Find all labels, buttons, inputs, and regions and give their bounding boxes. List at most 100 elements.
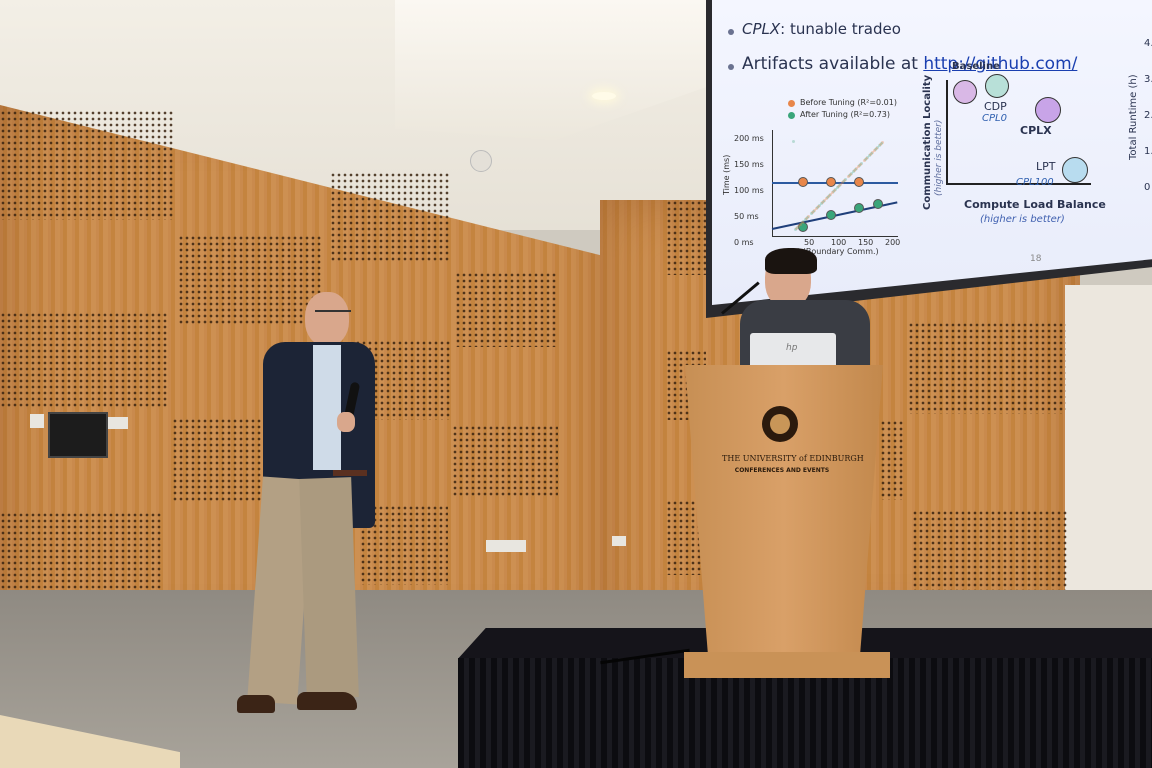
label-cdp: CDP: [984, 100, 1007, 113]
tradeoff-x-axis: [946, 183, 1091, 185]
slide-github-link: http://github.com/: [923, 54, 1078, 74]
scatter-background-point: [874, 148, 877, 151]
acoustic-panel: [666, 200, 706, 275]
right-chart-ylabel: Total Runtime (h): [1128, 74, 1139, 160]
wall-display-panel: [48, 412, 108, 458]
scatter-background-point: [825, 197, 828, 200]
scatter-background-point: [876, 146, 879, 149]
acoustic-panel: [666, 500, 701, 575]
scatter-background-point: [804, 218, 807, 221]
scatter-background-point: [842, 180, 845, 183]
scatter-background-point: [844, 178, 847, 181]
scatter-background-point: [871, 151, 874, 154]
acoustic-panel: [330, 172, 450, 262]
bullet-point-icon: [728, 64, 734, 70]
scatter-background-point: [848, 174, 851, 177]
presenter-left-hand: [337, 412, 355, 432]
scatter-plot-area: [771, 130, 900, 240]
scatter-y-tick: 100 ms: [734, 186, 764, 195]
scatter-background-point: [811, 211, 814, 214]
scatter-x-tick: 200: [885, 238, 901, 247]
bullet-point-icon: [728, 29, 734, 35]
scatter-y-tick: 0 ms: [734, 238, 754, 247]
lectern-base: [684, 652, 890, 678]
slide-bullet-artifacts: Artifacts available at http://github.com…: [742, 54, 1078, 74]
scatter-background-point: [817, 205, 820, 208]
presenter-left-head: [305, 292, 349, 346]
scatter-background-point: [828, 194, 831, 197]
tradeoff-xlabel: Compute Load Balance: [964, 198, 1106, 211]
after-tuning-point: [798, 222, 808, 232]
scatter-background-point: [870, 152, 873, 155]
wall-pillar: [1065, 285, 1152, 615]
tradeoff-ylabel: Communication Locality: [922, 74, 933, 210]
scatter-background-point: [880, 142, 883, 145]
slide-bullet-cplx: CPLX: tunable tradeo: [742, 20, 901, 38]
scatter-background-point: [815, 207, 818, 210]
wall-speaker: [470, 150, 492, 172]
right-chart-tick: 4.: [1144, 38, 1152, 49]
laptop: hp: [750, 333, 836, 367]
scatter-background-point: [864, 158, 867, 161]
scatter-background-point: [837, 185, 840, 188]
ceiling-downlight: [592, 92, 616, 100]
label-cpl100: CPL100: [1016, 177, 1054, 188]
scatter-background-point: [853, 169, 856, 172]
scatter-background-point: [833, 189, 836, 192]
scatter-background-point: [823, 199, 826, 202]
after-tuning-point: [826, 210, 836, 220]
scatter-x-tick: 100: [831, 238, 847, 247]
label-cplx: CPLX: [1020, 124, 1052, 137]
scatter-background-point: [831, 191, 834, 194]
lpt-bubble: [1062, 157, 1088, 183]
acoustic-panel: [908, 322, 1066, 414]
legend-before-marker: [788, 100, 795, 107]
scatter-background-point: [794, 228, 797, 231]
legend-after-tuning: After Tuning (R²=0.73): [800, 110, 891, 119]
scatter-background-point: [839, 183, 842, 186]
acoustic-panel: [0, 312, 168, 407]
scatter-background-point: [838, 184, 841, 187]
power-socket: [612, 536, 626, 546]
scatter-background-point: [852, 170, 855, 173]
slide-page-number: 18: [1030, 254, 1042, 264]
acoustic-panel: [178, 235, 323, 325]
wall-switch: [108, 417, 128, 429]
scatter-background-point: [800, 222, 803, 225]
scatter-background-point: [792, 140, 795, 143]
scatter-background-point: [873, 149, 876, 152]
scatter-background-point: [878, 144, 881, 147]
right-chart-tick: 1.: [1144, 146, 1152, 157]
scatter-background-point: [821, 201, 824, 204]
acoustic-panel: [172, 418, 272, 503]
scatter-background-point: [858, 164, 861, 167]
tradeoff-xlabel-note: (higher is better): [980, 214, 1065, 225]
label-lpt: LPT: [1036, 160, 1056, 173]
scatter-x-tick: 50: [804, 238, 815, 247]
scatter-background-point: [866, 156, 869, 159]
scatter-xlabel: nt (Boundary Comm.): [792, 247, 879, 256]
cplx-bubble: [1035, 97, 1061, 123]
right-chart-tick: 3.: [1144, 74, 1152, 85]
scatter-background-point: [860, 162, 863, 165]
presenter-left-shirt: [313, 345, 341, 470]
acoustic-panel: [912, 510, 1067, 602]
scatter-background-point: [799, 223, 802, 226]
wall-switch: [30, 414, 44, 428]
scatter-background-point: [822, 200, 825, 203]
scatter-background-point: [832, 190, 835, 193]
scatter-x-tick: 150: [858, 238, 874, 247]
scatter-background-point: [855, 167, 858, 170]
before-tuning-point: [798, 177, 808, 187]
scatter-background-point: [836, 186, 839, 189]
scatter-background-point: [863, 159, 866, 162]
scatter-background-point: [829, 193, 832, 196]
scatter-background-point: [869, 153, 872, 156]
scatter-background-point: [868, 154, 871, 157]
scatter-background-point: [805, 217, 808, 220]
podium-university-name: THE UNIVERSITY of EDINBURGH: [722, 454, 864, 463]
scatter-background-point: [849, 173, 852, 176]
after-tuning-point: [854, 203, 864, 213]
scatter-background-point: [841, 181, 844, 184]
scatter-background-point: [881, 141, 884, 144]
